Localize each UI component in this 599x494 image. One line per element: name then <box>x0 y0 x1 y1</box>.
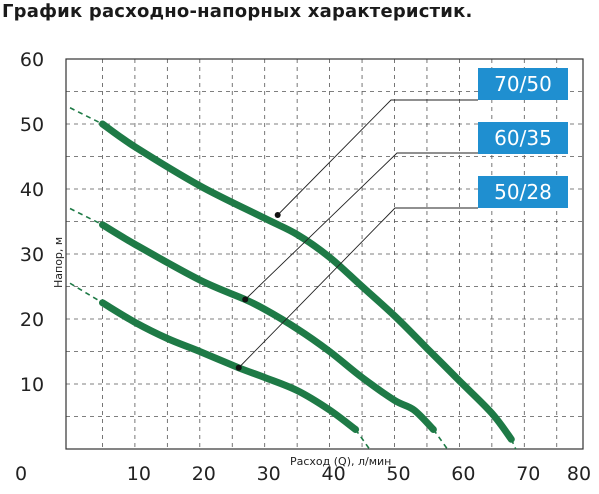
leader-line-70/50 <box>277 99 478 216</box>
x-tick-label: 80 <box>567 463 591 485</box>
series-label: 70/50 <box>494 72 552 96</box>
curve-70/50 <box>99 120 515 443</box>
x-tick-label: 0 <box>15 463 27 485</box>
y-tick-label: 30 <box>20 244 44 266</box>
x-tick-label: 60 <box>451 463 475 485</box>
extrapolated-lines <box>69 107 517 449</box>
curve-marker-60/35 <box>242 296 249 303</box>
extrapolation-start-60/35 <box>69 207 103 226</box>
extrapolation-end-60/35 <box>432 429 449 449</box>
curve-50/28 <box>99 299 360 433</box>
curve-60/35 <box>99 221 437 433</box>
y-tick-label: 40 <box>20 179 44 201</box>
y-tick-labels: 10 20 30 40 50 60 <box>20 49 44 396</box>
curve-marker-70/50 <box>274 212 281 218</box>
x-tick-label: 20 <box>192 463 216 485</box>
series-badge-50/28 <box>478 176 568 208</box>
y-tick-label: 60 <box>20 49 44 71</box>
y-tick-label: 20 <box>20 309 44 331</box>
series-badges: 70/50 60/35 50/28 <box>478 68 568 208</box>
extrapolation-start-50/28 <box>69 282 103 304</box>
curve-marker-50/28 <box>235 364 242 371</box>
x-tick-labels: 0 10 20 30 40 50 60 70 80 <box>15 463 591 485</box>
x-tick-label: 30 <box>257 463 281 485</box>
y-tick-label: 50 <box>20 114 44 136</box>
extrapolation-start-70/50 <box>69 107 103 125</box>
extrapolation-end-50/28 <box>354 429 371 449</box>
x-tick-label: 40 <box>322 463 346 485</box>
series-label: 50/28 <box>494 180 552 204</box>
x-tick-label: 70 <box>516 463 540 485</box>
chart-title: График расходно-напорных характеристик. <box>2 1 473 22</box>
x-axis-label: Расход (Q), л/мин <box>290 455 391 468</box>
series-badge-60/35 <box>478 122 568 154</box>
series-label: 60/35 <box>494 126 552 150</box>
plot-frame <box>65 58 584 450</box>
plot-border <box>65 58 584 450</box>
leader-line-60/35 <box>244 152 478 300</box>
leader-line-50/28 <box>238 207 478 369</box>
series-badge-70/50 <box>478 68 568 100</box>
leader-lines <box>235 99 478 371</box>
y-tick-label: 10 <box>20 374 44 396</box>
x-tick-label: 50 <box>386 463 410 485</box>
y-axis-label: Напор, м <box>52 237 65 288</box>
x-tick-label: 10 <box>127 463 151 485</box>
series-curves <box>99 120 515 443</box>
